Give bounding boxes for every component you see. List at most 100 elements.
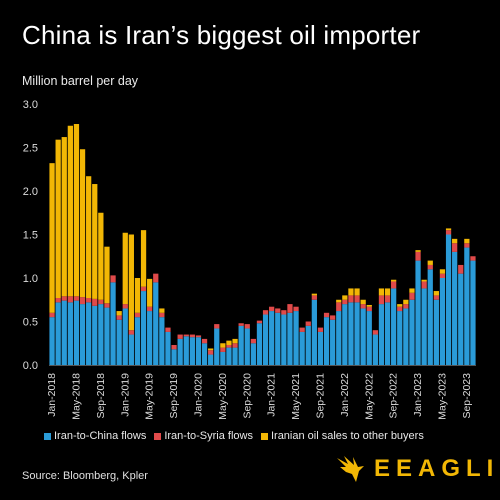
bar-segment-other-buyers — [128, 234, 134, 331]
bar-segment-syria — [195, 335, 202, 338]
bar-segment-syria — [171, 344, 177, 350]
bar-segment-other-buyers — [452, 238, 458, 244]
bar-segment-syria — [110, 275, 116, 283]
x-tick-label: Sep-2018 — [95, 373, 107, 419]
bar-segment-china — [409, 299, 415, 365]
bar-segment-syria — [348, 295, 354, 303]
bar-segment-other-buyers — [92, 184, 98, 299]
bar-segment-other-buyers — [360, 299, 366, 305]
bar-segment-china — [208, 354, 214, 365]
bar-segment-china — [403, 308, 409, 365]
y-tick-label: 0.0 — [23, 360, 38, 372]
bar-segment-other-buyers — [421, 279, 427, 282]
bar-segment-china — [128, 334, 134, 365]
bar-segment-syria — [55, 298, 61, 303]
bar-segment-china — [232, 347, 238, 365]
bar-segment-syria — [61, 296, 67, 301]
x-tick-label: Sep-2020 — [241, 373, 253, 419]
bar-segment-china — [445, 234, 452, 365]
bar-segment-china — [73, 300, 80, 365]
bar-segment-syria — [201, 338, 208, 344]
chart-legend: Iran-to-China flows Iran-to-Syria flows … — [44, 430, 424, 442]
brand-name: EEAGLI — [374, 455, 500, 482]
bar-segment-syria — [439, 273, 446, 278]
bar-segment-syria — [208, 350, 214, 355]
x-tick-label: Sep-2019 — [168, 373, 180, 419]
bar-segment-china — [421, 288, 427, 365]
bar-segment-china — [256, 323, 263, 365]
bar-segment-china — [244, 328, 250, 365]
bar-segment-china — [342, 304, 348, 365]
bar-segment-china — [171, 349, 177, 365]
bar-segment-syria — [153, 273, 159, 283]
bar-segment-syria — [189, 334, 195, 338]
bar-segment-other-buyers — [134, 278, 141, 313]
bar-segment-syria — [336, 302, 342, 312]
bar-segment-china — [360, 308, 366, 365]
bar-segment-other-buyers — [232, 338, 238, 344]
bar-segment-syria — [238, 323, 244, 326]
bar-segment-syria — [409, 292, 415, 300]
bar-segment-syria — [354, 295, 360, 303]
legend-label-china: Iran-to-China flows — [54, 430, 147, 442]
x-tick-label: Sep-2022 — [388, 373, 400, 419]
bar-segment-other-buyers — [208, 348, 214, 351]
bar-segment-syria — [464, 243, 470, 248]
bar-segment-syria — [147, 306, 153, 312]
bar-segment-syria — [403, 304, 409, 309]
bar-segment-other-buyers — [311, 293, 317, 296]
bar-segment-other-buyers — [439, 269, 446, 274]
bar-segment-syria — [281, 310, 287, 315]
bar-segment-other-buyers — [122, 232, 128, 305]
bar-segment-other-buyers — [226, 340, 232, 345]
bar-segment-china — [189, 337, 195, 365]
bar-segment-syria — [73, 296, 80, 301]
bar-segment-china — [67, 302, 73, 365]
bar-segment-china — [372, 334, 378, 365]
bar-segment-china — [110, 282, 116, 365]
bar-segment-syria — [98, 299, 104, 305]
bar-segment-syria — [140, 286, 147, 292]
bar-segment-china — [159, 317, 165, 365]
bar-segment-syria — [317, 327, 324, 332]
bar-segment-china — [183, 336, 189, 365]
bar-segment-syria — [458, 264, 464, 274]
bar-segment-syria — [330, 315, 336, 320]
bar-segment-china — [153, 282, 159, 365]
bar-segment-china — [458, 273, 464, 365]
bar-segment-china — [122, 308, 128, 365]
bar-segment-china — [55, 302, 61, 365]
bar-segment-syria — [177, 334, 183, 339]
bar-segment-china — [86, 302, 92, 365]
bar-segment-syria — [250, 338, 256, 344]
bar-segment-syria — [470, 256, 476, 261]
legend-item-china: Iran-to-China flows — [44, 430, 146, 442]
bar-segment-syria — [116, 315, 122, 320]
bar-segment-syria — [299, 327, 305, 332]
bar-segment-syria — [287, 304, 293, 313]
y-tick-label: 1.0 — [23, 273, 38, 285]
bar-segment-syria — [372, 330, 378, 335]
bar-segment-other-buyers — [378, 288, 385, 296]
bar-segment-syria — [86, 298, 92, 303]
bar-segment-other-buyers — [415, 250, 421, 252]
bar-segment-china — [384, 302, 391, 365]
bar-segment-syria — [445, 230, 452, 235]
bar-segment-other-buyers — [73, 124, 80, 297]
bar-segment-china — [49, 317, 55, 365]
bar-segment-other-buyers — [159, 308, 165, 313]
bar-segment-china — [140, 291, 147, 365]
bar-segment-china — [214, 328, 220, 365]
legend-label-syria: Iran-to-Syria flows — [164, 430, 253, 442]
bar-segment-syria — [391, 281, 397, 289]
bar-segment-syria — [183, 334, 189, 337]
bar-segment-china — [317, 331, 324, 365]
chart-title: China is Iran’s biggest oil importer — [22, 20, 421, 50]
bar-segment-syria — [134, 312, 141, 318]
bar-segment-syria — [275, 308, 281, 313]
legend-item-syria: Iran-to-Syria flows — [154, 430, 253, 442]
bar-segment-china — [415, 260, 421, 365]
bar-segment-other-buyers — [384, 288, 391, 296]
bar-segment-syria — [421, 281, 427, 289]
